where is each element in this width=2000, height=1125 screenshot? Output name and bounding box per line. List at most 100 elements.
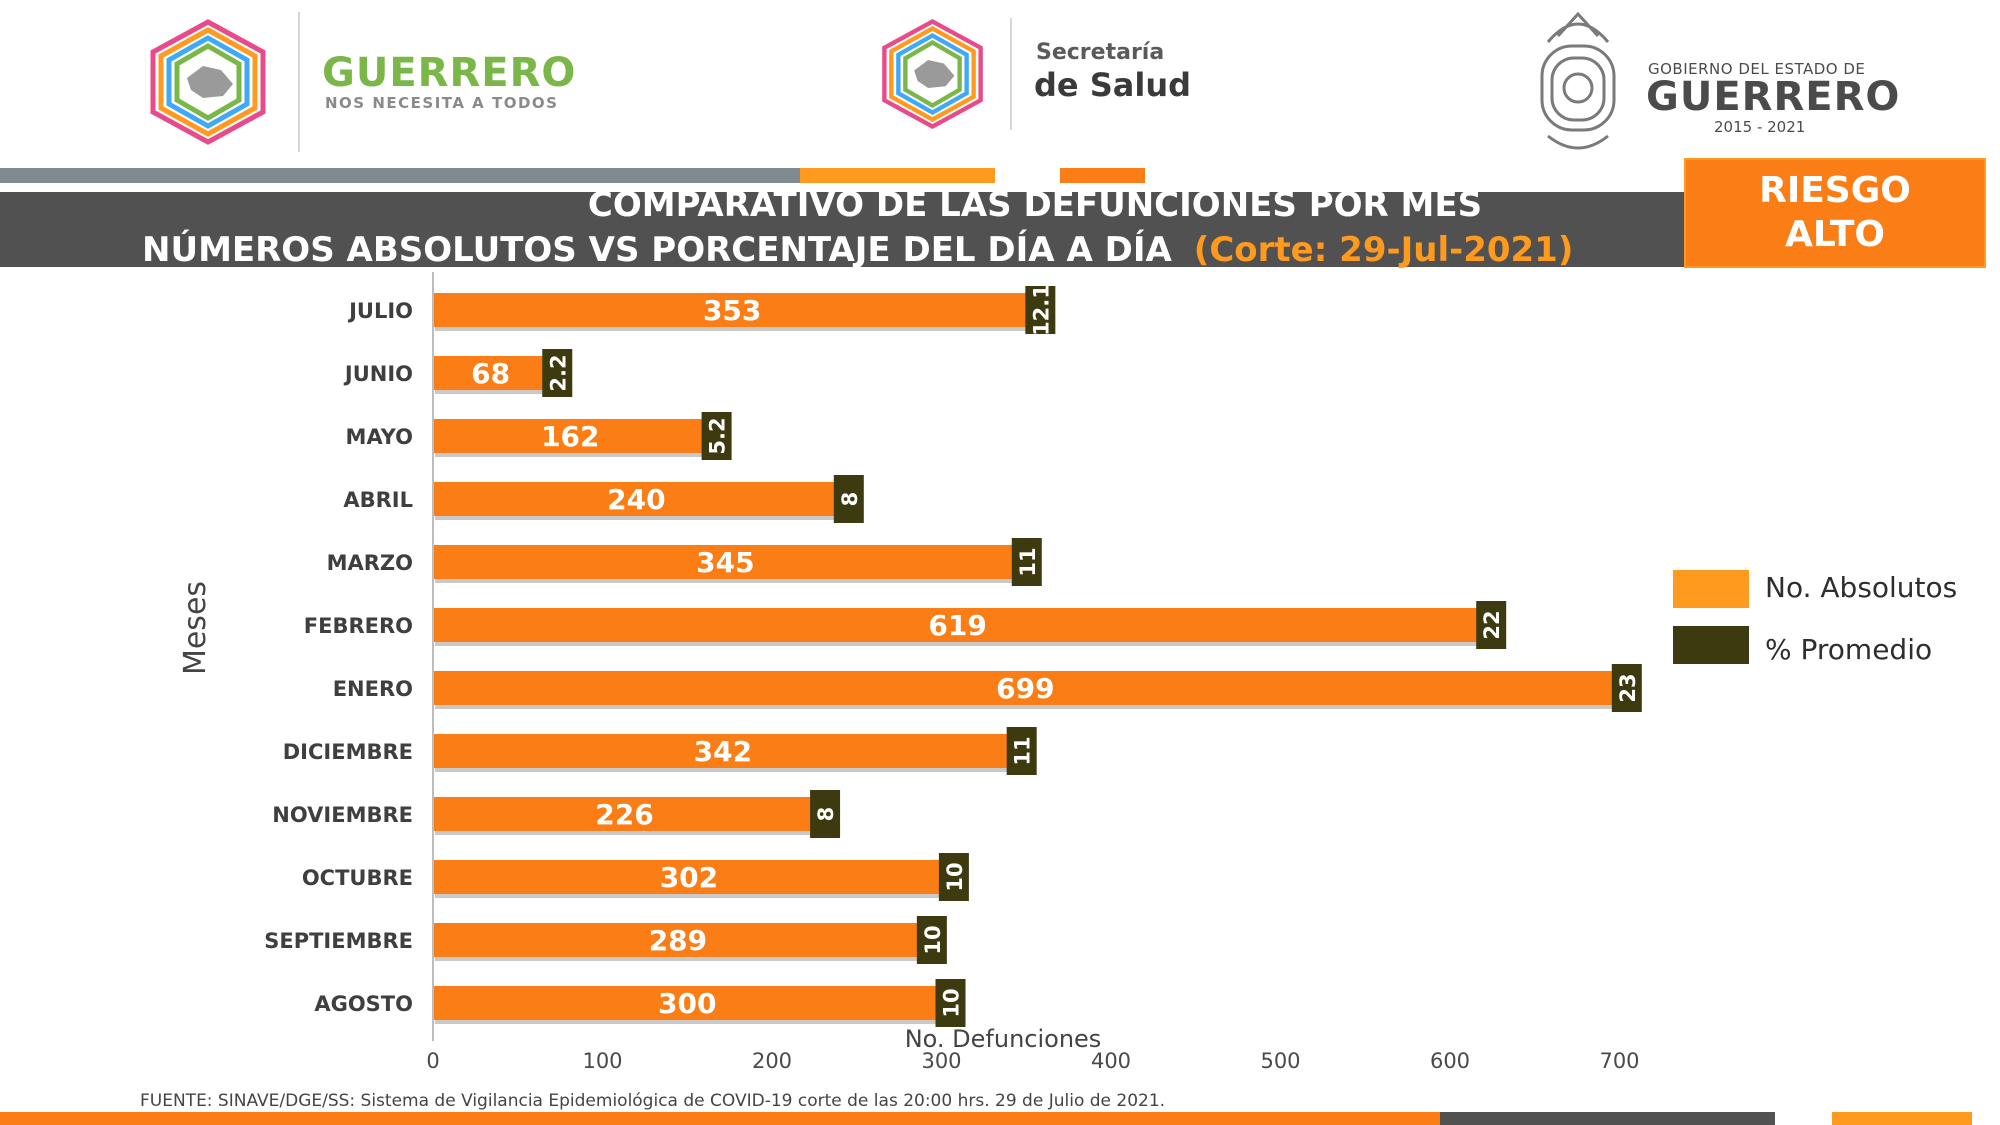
- bar-promedio: [938, 853, 969, 901]
- x-tick-label: 0: [426, 1049, 439, 1073]
- deaths-bar-chart: JULIO 353 12.1 JUNIO 68 2.2 MAYO 162 5.2 ABRIL 240…: [178, 272, 1957, 1073]
- category-label: SEPTIEMBRE: [264, 929, 413, 953]
- guerrero-brand-subtitle: NOS NECESITA A TODOS: [325, 94, 559, 112]
- pct-label: 22: [1480, 610, 1504, 639]
- risk-line2: ALTO: [1784, 214, 1885, 255]
- category-label: MAYO: [346, 425, 413, 449]
- value-label: 162: [541, 420, 599, 453]
- bar-absolutos: [433, 545, 1018, 579]
- bar-promedio: [1011, 538, 1042, 586]
- bar-absolutos: [433, 482, 840, 516]
- x-tick-label: 400: [1091, 1049, 1131, 1073]
- category-label: ENERO: [333, 677, 413, 701]
- bar-absolutos: [433, 734, 1013, 768]
- bar-absolutos: [433, 923, 923, 957]
- page-title-line2: NÚMEROS ABSOLUTOS VS PORCENTAJE DEL DÍA …: [142, 230, 1573, 270]
- legend-label-absolutos: No. Absolutos: [1765, 571, 1957, 604]
- pct-label: 11: [1016, 547, 1040, 576]
- footer-strip-orange: [0, 1112, 1440, 1125]
- gobierno-line1: GOBIERNO DEL ESTADO DE: [1648, 60, 1866, 78]
- x-tick-label: 200: [752, 1049, 792, 1073]
- x-tick-label: 500: [1260, 1049, 1300, 1073]
- category-label: FEBRERO: [304, 614, 413, 638]
- bar-promedio: [1025, 286, 1056, 334]
- value-label: 300: [658, 987, 716, 1020]
- category-label: JUNIO: [343, 362, 413, 386]
- pct-label: 11: [1011, 736, 1035, 765]
- value-label: 619: [928, 609, 986, 642]
- source-note: FUENTE: SINAVE/DGE/SS: Sistema de Vigila…: [140, 1091, 1166, 1111]
- corte-date: (Corte: 29-Jul-2021): [1193, 230, 1574, 270]
- category-label: AGOSTO: [314, 992, 413, 1016]
- bar-absolutos: [433, 356, 549, 390]
- salud-knot-icon: [882, 19, 983, 129]
- pct-label: 23: [1616, 673, 1640, 702]
- value-label: 345: [696, 546, 754, 579]
- accent-strip-orange-small: [1060, 168, 1145, 183]
- category-label: DICIEMBRE: [283, 740, 413, 764]
- bar-promedio: [542, 349, 573, 397]
- guerrero-knot-icon: [150, 19, 266, 145]
- pct-label: 8: [814, 807, 838, 822]
- title-band: [0, 192, 1684, 267]
- x-ticks: 0 100 200 300 400 500 600 700: [426, 1049, 1639, 1073]
- value-label: 240: [607, 483, 665, 516]
- labels-layer: JULIO 353 12.1 JUNIO 68 2.2 MAYO 162 5.2 ABRIL 240…: [264, 284, 1640, 1020]
- salud-line1: Secretaría: [1036, 40, 1165, 65]
- value-label: 699: [996, 672, 1054, 705]
- page-title-line1: COMPARATIVO DE LAS DEFUNCIONES POR MES: [587, 185, 1483, 225]
- x-axis-title: No. Defunciones: [905, 1025, 1102, 1053]
- pct-label: 12.1: [1029, 284, 1053, 336]
- bar-absolutos: [433, 419, 708, 453]
- x-tick-label: 600: [1430, 1049, 1470, 1073]
- category-label: MARZO: [327, 551, 413, 575]
- legend: No. Absolutos % Promedio: [1673, 570, 1957, 666]
- legend-swatch-promedio: [1673, 626, 1749, 664]
- bar-promedio: [1611, 664, 1642, 712]
- page-title-line2-text: NÚMEROS ABSOLUTOS VS PORCENTAJE DEL DÍA …: [142, 230, 1172, 270]
- value-label: 289: [649, 924, 707, 957]
- state-seal-icon: [1540, 11, 1616, 150]
- guerrero-brand-title: GUERRERO: [322, 50, 577, 96]
- value-label: 342: [694, 735, 752, 768]
- bar-absolutos: [433, 860, 945, 894]
- value-label: 68: [471, 357, 510, 390]
- legend-label-promedio: % Promedio: [1765, 633, 1932, 666]
- legend-swatch-absolutos: [1673, 570, 1749, 608]
- pct-label: 10: [940, 988, 964, 1017]
- salud-divider: [1010, 18, 1012, 130]
- bar-absolutos: [433, 671, 1618, 705]
- gobierno-line2: GUERRERO: [1646, 74, 1901, 120]
- pct-label: 8: [838, 492, 862, 507]
- bars-layer: [433, 286, 1642, 1027]
- value-label: 302: [660, 861, 718, 894]
- gobierno-line3: 2015 - 2021: [1714, 118, 1806, 136]
- category-label: ABRIL: [343, 488, 413, 512]
- salud-line2: de Salud: [1034, 66, 1192, 104]
- pct-label: 10: [943, 862, 967, 891]
- bar-promedio: [833, 475, 864, 523]
- x-tick-label: 300: [921, 1049, 961, 1073]
- pct-label: 5.2: [706, 417, 730, 454]
- bar-absolutos: [433, 797, 817, 831]
- x-tick-label: 700: [1599, 1049, 1639, 1073]
- accent-strip-orange: [800, 168, 995, 183]
- pct-label: 10: [921, 925, 945, 954]
- bar-absolutos: [433, 293, 1032, 327]
- value-label: 226: [595, 798, 653, 831]
- footer-strip-gray: [1440, 1112, 1775, 1125]
- bar-absolutos: [433, 986, 942, 1020]
- bar-promedio: [1476, 601, 1507, 649]
- y-axis-title: Meses: [178, 581, 213, 675]
- bar-promedio: [935, 979, 966, 1027]
- category-label: OCTUBRE: [302, 866, 413, 890]
- risk-line1: RIESGO: [1759, 170, 1911, 211]
- bar-promedio: [916, 916, 947, 964]
- category-label: JULIO: [347, 299, 413, 323]
- bar-promedio: [810, 790, 841, 838]
- footer-strip-orange-small: [1832, 1112, 1972, 1125]
- bar-promedio: [1006, 727, 1037, 775]
- brand-divider: [298, 12, 300, 152]
- bar-absolutos: [433, 608, 1483, 642]
- risk-badge: RIESGO ALTO: [1684, 158, 1986, 268]
